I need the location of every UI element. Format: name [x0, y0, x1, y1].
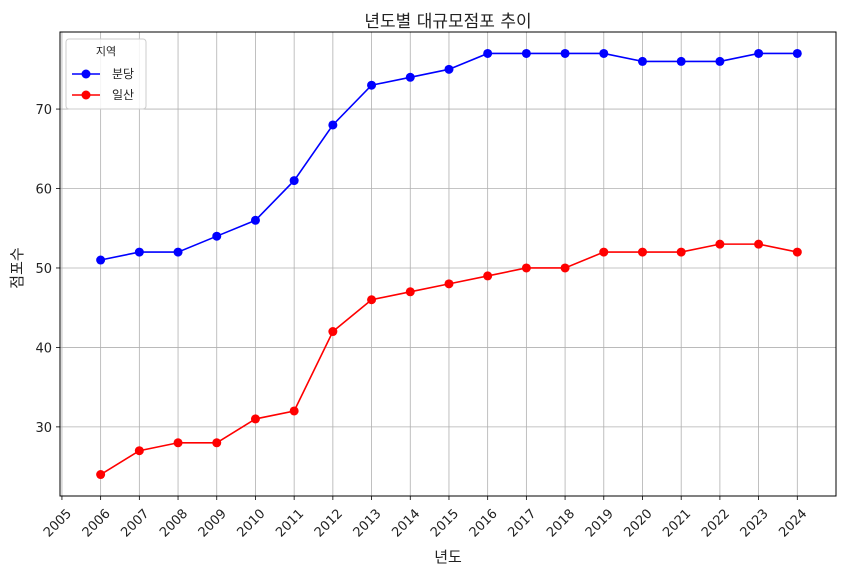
series-point-0	[96, 256, 105, 265]
series-point-0	[174, 248, 183, 257]
y-tick-label: 60	[35, 183, 52, 198]
series-point-0	[328, 120, 337, 129]
series-point-1	[715, 240, 724, 249]
series-point-1	[483, 271, 492, 280]
series-point-0	[483, 49, 492, 58]
series-point-0	[638, 57, 647, 66]
series-point-0	[754, 49, 763, 58]
series-point-0	[444, 65, 453, 74]
series-point-1	[754, 240, 763, 249]
series-point-0	[212, 232, 221, 241]
series-point-1	[561, 263, 570, 272]
series-point-1	[135, 446, 144, 455]
series-point-1	[251, 414, 260, 423]
series-point-1	[290, 406, 299, 415]
series-point-0	[367, 81, 376, 90]
legend-marker-1	[82, 91, 91, 100]
series-point-1	[444, 279, 453, 288]
y-tick-label: 40	[35, 341, 52, 356]
series-point-1	[367, 295, 376, 304]
series-point-0	[290, 176, 299, 185]
series-point-0	[406, 73, 415, 82]
legend-label-1: 일산	[112, 88, 134, 102]
legend-label-0: 분당	[112, 67, 134, 81]
series-point-1	[677, 248, 686, 257]
series-point-0	[251, 216, 260, 225]
x-axis-label: 년도	[434, 548, 462, 566]
series-point-1	[638, 248, 647, 257]
legend: 지역 분당 일산	[66, 39, 146, 109]
series-point-1	[599, 248, 608, 257]
series-point-0	[135, 248, 144, 257]
legend-marker-0	[82, 70, 91, 79]
y-tick-label: 70	[35, 103, 52, 118]
legend-title: 지역	[96, 45, 116, 58]
series-point-1	[522, 263, 531, 272]
chart-title: 년도별 대규모점포 추이	[364, 12, 531, 32]
series-point-1	[328, 327, 337, 336]
series-point-1	[793, 248, 802, 257]
y-tick-label: 50	[35, 262, 52, 277]
series-point-0	[522, 49, 531, 58]
series-point-1	[96, 470, 105, 479]
series-point-0	[561, 49, 570, 58]
series-point-1	[174, 438, 183, 447]
series-point-1	[212, 438, 221, 447]
y-tick-label: 30	[35, 421, 52, 436]
series-point-0	[677, 57, 686, 66]
series-point-0	[715, 57, 724, 66]
series-point-0	[793, 49, 802, 58]
series-point-0	[599, 49, 608, 58]
y-axis-label: 점포수	[8, 247, 26, 288]
series-point-1	[406, 287, 415, 296]
